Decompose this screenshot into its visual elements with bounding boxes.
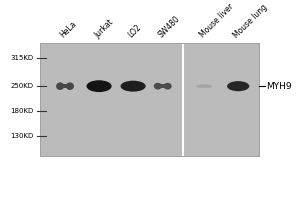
Text: Mouse liver: Mouse liver	[198, 2, 235, 40]
Ellipse shape	[164, 83, 172, 90]
Text: Jurkat: Jurkat	[93, 17, 115, 40]
Ellipse shape	[56, 82, 64, 90]
Ellipse shape	[66, 82, 74, 90]
Text: 180KD: 180KD	[11, 108, 34, 114]
Text: MYH9: MYH9	[266, 82, 292, 91]
Ellipse shape	[154, 83, 162, 90]
FancyBboxPatch shape	[158, 84, 168, 88]
Ellipse shape	[121, 81, 146, 92]
Text: Mouse lung: Mouse lung	[232, 2, 269, 40]
Text: 130KD: 130KD	[11, 133, 34, 139]
Text: HeLa: HeLa	[59, 20, 79, 40]
Ellipse shape	[227, 81, 249, 91]
Ellipse shape	[86, 80, 112, 92]
Text: 315KD: 315KD	[11, 55, 34, 61]
FancyBboxPatch shape	[60, 84, 70, 88]
Text: SW480: SW480	[156, 14, 182, 40]
Text: 250KD: 250KD	[11, 83, 34, 89]
Ellipse shape	[196, 84, 212, 88]
FancyBboxPatch shape	[40, 43, 259, 156]
Text: LO2: LO2	[127, 23, 143, 40]
